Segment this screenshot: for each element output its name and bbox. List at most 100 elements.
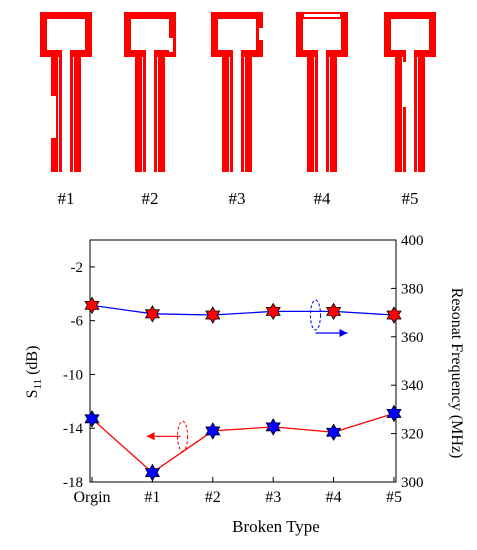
right-tick-label: 320 [401, 427, 424, 443]
right-tick-label: 300 [401, 475, 424, 491]
structure-5 [384, 12, 436, 172]
series-2-marker [84, 296, 100, 315]
structure-segment [403, 62, 406, 107]
structure-segment [154, 50, 157, 172]
annotation-ellipse [177, 420, 189, 452]
resonator-structures [40, 12, 436, 172]
left-tick-label: -14 [63, 421, 83, 437]
series-layer [84, 296, 402, 482]
series-1-marker [265, 418, 281, 436]
structure-label: #2 [142, 189, 159, 208]
right-tick-label: 380 [401, 281, 424, 297]
structure-segment [245, 50, 252, 172]
x-axis-title: Broken Type [232, 517, 320, 536]
structure-segment [384, 12, 436, 19]
series-1-marker [144, 463, 161, 482]
s11-frequency-chart: -2 -6 -10 -14 -18 300 320 340 360 380 400 Orgin #1… [24, 233, 465, 536]
x-tick-label: #4 [326, 489, 342, 506]
left-axis-ticks: -2 -6 -10 -14 -18 [63, 260, 95, 491]
structure-3 [211, 12, 263, 172]
structure-labels: #1 #2 #3 #4 #5 [58, 189, 419, 208]
series-1-marker [205, 422, 221, 440]
structure-segment [40, 12, 47, 57]
structure-segment [326, 50, 329, 172]
structure-segment [329, 50, 348, 57]
structure-segment [296, 12, 303, 57]
structure-segment [341, 12, 348, 57]
structure-segment [230, 50, 233, 172]
structure-label: #1 [58, 189, 75, 208]
series-2-marker [386, 306, 402, 324]
series-1-marker [84, 410, 100, 428]
series-line-1 [91, 412, 395, 474]
structure-label: #3 [229, 189, 246, 208]
annotation-ellipse [309, 299, 321, 331]
structure-segment [307, 50, 314, 172]
structure-segment [135, 50, 142, 172]
structure-segment [418, 50, 425, 172]
structure-segment [40, 12, 92, 19]
structure-segment [74, 50, 81, 172]
series-1-marker [325, 423, 342, 442]
right-tick-label: 360 [401, 330, 424, 346]
structure-segment [384, 50, 403, 57]
structure-segment [429, 12, 436, 57]
structure-segment [40, 50, 59, 57]
structure-segment [124, 12, 176, 19]
left-axis-title-unit: (dB) [24, 346, 41, 379]
series-2-marker [144, 305, 161, 323]
x-tick-label: #5 [386, 489, 402, 506]
left-tick-label: -10 [63, 367, 83, 383]
left-tick-label: -18 [63, 475, 83, 491]
structure-segment [211, 50, 230, 57]
structure-label: #5 [402, 189, 419, 208]
structure-segment [330, 50, 337, 172]
structure-segment [315, 50, 318, 172]
structure-segment [124, 12, 131, 57]
series-2-marker [325, 302, 342, 321]
x-tick-label: #3 [265, 489, 281, 506]
structure-segment [296, 50, 315, 57]
structure-segment [73, 50, 92, 57]
structure-segment [143, 50, 146, 172]
structure-segment [157, 50, 176, 57]
left-tick-label: -6 [71, 314, 84, 330]
structure-label: #4 [314, 189, 332, 208]
structure-segment [244, 50, 263, 57]
structure-4 [296, 12, 348, 172]
right-axis-title: Resonat Frequency (MHz) [448, 288, 465, 459]
structure-segment [304, 14, 340, 17]
structure-segment [403, 50, 406, 172]
x-tick-label: #2 [205, 489, 221, 506]
structure-segment [395, 50, 402, 172]
structure-segment [414, 50, 417, 172]
structure-segment [417, 50, 436, 57]
structure-1 [40, 12, 92, 172]
structure-segment [259, 28, 263, 40]
structure-segment [70, 50, 73, 172]
right-axis-ticks: 300 320 340 360 380 400 [391, 233, 424, 491]
series-line-2 [91, 304, 395, 316]
structure-segment [169, 38, 173, 52]
annotation-arrow-head [339, 329, 348, 338]
structure-2 [124, 12, 176, 172]
series-1-marker [386, 404, 402, 423]
structure-segment [241, 50, 244, 172]
structure-segment [158, 50, 165, 172]
series-2-marker [265, 302, 281, 321]
structure-segment [51, 96, 56, 138]
x-tick-label: Orgin [73, 489, 110, 506]
x-axis-ticks: Orgin #1 #2 #3 #4 #5 [73, 477, 402, 506]
structure-segment [85, 12, 92, 57]
x-tick-label: #1 [144, 489, 160, 506]
annotation-layer [146, 299, 348, 452]
left-axis-title-sub: 11 [32, 379, 44, 390]
left-axis-title: S11 (dB) [24, 346, 44, 399]
right-tick-label: 340 [401, 378, 424, 394]
structure-segment [59, 50, 62, 172]
structure-segment [124, 50, 143, 57]
left-tick-label: -2 [71, 260, 84, 276]
annotation-arrow-head [146, 432, 155, 441]
plot-frame [89, 239, 397, 483]
structure-segment [222, 50, 229, 172]
